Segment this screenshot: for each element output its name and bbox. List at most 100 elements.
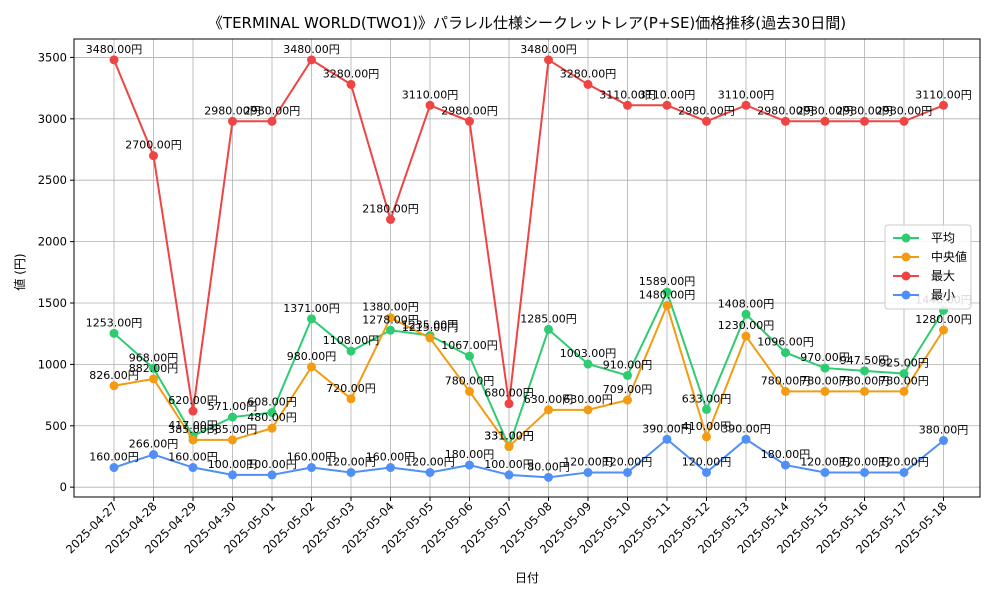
data-point: [899, 116, 909, 126]
series-lines: [109, 55, 948, 482]
data-point: [544, 405, 553, 415]
data-label: 100.00円: [247, 458, 297, 471]
legend-entry-label: 平均: [931, 231, 955, 245]
data-point: [149, 374, 158, 384]
data-point: [228, 435, 237, 445]
data-label: 1380.00円: [362, 301, 419, 314]
data-label: 120.00円: [800, 455, 850, 468]
data-label: 780.00円: [840, 374, 890, 387]
data-label: 1408.00円: [718, 297, 775, 310]
data-point: [109, 381, 119, 391]
data-point: [228, 412, 237, 422]
data-point: [386, 463, 395, 473]
data-label: 2980.00円: [876, 104, 933, 117]
data-label: 410.00円: [682, 420, 732, 433]
data-label: 331.00円: [484, 430, 534, 443]
data-point: [109, 55, 119, 65]
data-label: 160.00円: [168, 451, 218, 464]
data-label: 2980.00円: [836, 104, 893, 117]
data-point: [702, 116, 711, 126]
data-label: 160.00円: [366, 451, 416, 464]
data-label: 417.00円: [168, 419, 218, 432]
data-point: [544, 324, 553, 334]
y-tick-label: 2000: [38, 235, 67, 249]
data-label: 630.00円: [524, 393, 574, 406]
x-axis-label: 日付: [515, 571, 539, 585]
data-label: 1253.00円: [86, 316, 143, 329]
data-point: [149, 363, 158, 373]
data-label: 80.00円: [527, 460, 570, 473]
data-label: 1589.00円: [639, 275, 696, 288]
data-label: 3110.00円: [599, 88, 656, 101]
data-label: 2980.00円: [441, 104, 498, 117]
data-label: 1108.00円: [323, 334, 380, 347]
data-label: 1285.00円: [520, 312, 577, 325]
data-point: [662, 287, 672, 297]
y-tick-label: 3000: [38, 112, 67, 126]
data-point: [504, 470, 514, 480]
legend-swatch-marker: [901, 252, 911, 262]
chart-title: 《TERMINAL WORLD(TWO1)》パラレル仕様シークレットレア(P+S…: [208, 14, 846, 32]
data-label: 331.00円: [484, 430, 534, 443]
data-point: [623, 100, 632, 110]
data-label: 720.00円: [326, 382, 376, 395]
data-point: [267, 408, 277, 418]
data-label: 3480.00円: [86, 43, 143, 56]
data-label: 2980.00円: [797, 104, 854, 117]
legend-box: [884, 224, 972, 310]
data-label: 947.50円: [840, 354, 890, 367]
data-label: 968.00円: [129, 351, 179, 364]
y-tick-label: 3500: [38, 50, 67, 64]
data-label: 120.00円: [326, 455, 376, 468]
data-point: [425, 467, 435, 477]
data-point: [267, 470, 277, 480]
data-label: 3480.00円: [283, 43, 340, 56]
y-axis-ticks: 0 500 1000 1500 2000 2500 3000 3500: [38, 50, 74, 494]
data-point: [425, 333, 435, 343]
data-point: [149, 151, 158, 161]
data-label: 709.00円: [603, 383, 653, 396]
data-point: [662, 100, 672, 110]
data-label: 120.00円: [563, 455, 613, 468]
data-label: 780.00円: [445, 374, 495, 387]
data-point: [781, 460, 790, 470]
data-label: 3110.00円: [402, 88, 459, 101]
data-point: [939, 436, 948, 446]
data-label: 1067.00円: [441, 339, 498, 352]
data-label: 120.00円: [840, 455, 890, 468]
data-label: 2700.00円: [125, 139, 182, 152]
y-tick-label: 1000: [38, 357, 67, 371]
series-line-2: [113, 58, 944, 412]
data-point: [583, 467, 593, 477]
data-point: [346, 394, 356, 404]
data-label: 780.00円: [879, 374, 929, 387]
data-point: [662, 300, 672, 310]
data-label: 120.00円: [405, 455, 455, 468]
data-point: [504, 442, 514, 452]
data-label: 266.00円: [129, 438, 179, 451]
data-point: [583, 359, 593, 369]
data-point: [623, 467, 632, 477]
data-point: [307, 55, 316, 65]
legend-entry-label: 中央値: [931, 249, 967, 264]
data-point: [781, 116, 790, 126]
data-label: 1280.00円: [915, 313, 972, 326]
data-label: 571.00円: [208, 400, 258, 413]
data-label: 630.00円: [563, 393, 613, 406]
data-point: [109, 328, 119, 338]
data-label: 385.00円: [168, 423, 218, 436]
data-label: 620.00円: [168, 394, 218, 407]
data-point: [583, 79, 593, 89]
data-point: [899, 467, 909, 477]
data-point: [544, 55, 553, 65]
legend-swatch-marker: [901, 233, 911, 243]
y-axis-label: 値 (円): [12, 253, 27, 290]
data-point: [860, 386, 869, 396]
data-label: 980.00円: [287, 350, 337, 363]
data-label: 180.00円: [761, 448, 811, 461]
data-label: 826.00円: [89, 369, 139, 382]
data-label: 3280.00円: [560, 67, 617, 80]
data-point: [623, 395, 632, 405]
